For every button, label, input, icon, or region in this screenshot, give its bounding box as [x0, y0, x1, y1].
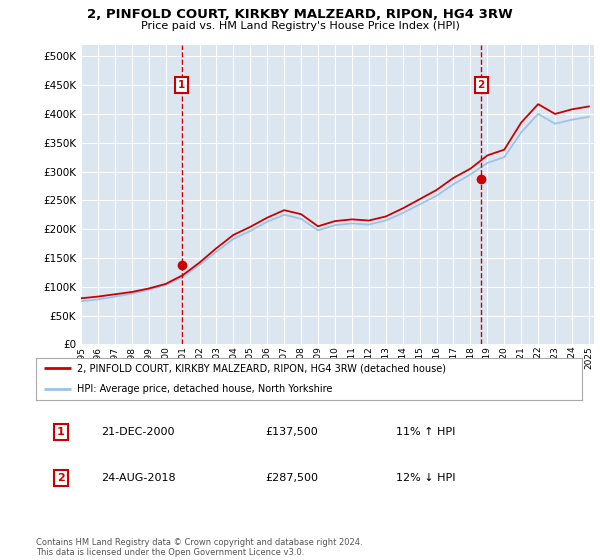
- Text: 21-DEC-2000: 21-DEC-2000: [101, 427, 175, 437]
- Text: HPI: Average price, detached house, North Yorkshire: HPI: Average price, detached house, Nort…: [77, 385, 332, 394]
- Text: Price paid vs. HM Land Registry's House Price Index (HPI): Price paid vs. HM Land Registry's House …: [140, 21, 460, 31]
- Text: 2, PINFOLD COURT, KIRKBY MALZEARD, RIPON, HG4 3RW (detached house): 2, PINFOLD COURT, KIRKBY MALZEARD, RIPON…: [77, 363, 446, 374]
- Text: Contains HM Land Registry data © Crown copyright and database right 2024.
This d: Contains HM Land Registry data © Crown c…: [36, 538, 362, 557]
- Text: 2: 2: [478, 80, 485, 90]
- Text: 2: 2: [56, 473, 64, 483]
- Text: 1: 1: [56, 427, 64, 437]
- Text: 1: 1: [178, 80, 185, 90]
- Text: 11% ↑ HPI: 11% ↑ HPI: [397, 427, 456, 437]
- Text: 24-AUG-2018: 24-AUG-2018: [101, 473, 176, 483]
- Text: 12% ↓ HPI: 12% ↓ HPI: [397, 473, 456, 483]
- Text: 2, PINFOLD COURT, KIRKBY MALZEARD, RIPON, HG4 3RW: 2, PINFOLD COURT, KIRKBY MALZEARD, RIPON…: [87, 8, 513, 21]
- Text: £287,500: £287,500: [265, 473, 319, 483]
- Text: £137,500: £137,500: [265, 427, 318, 437]
